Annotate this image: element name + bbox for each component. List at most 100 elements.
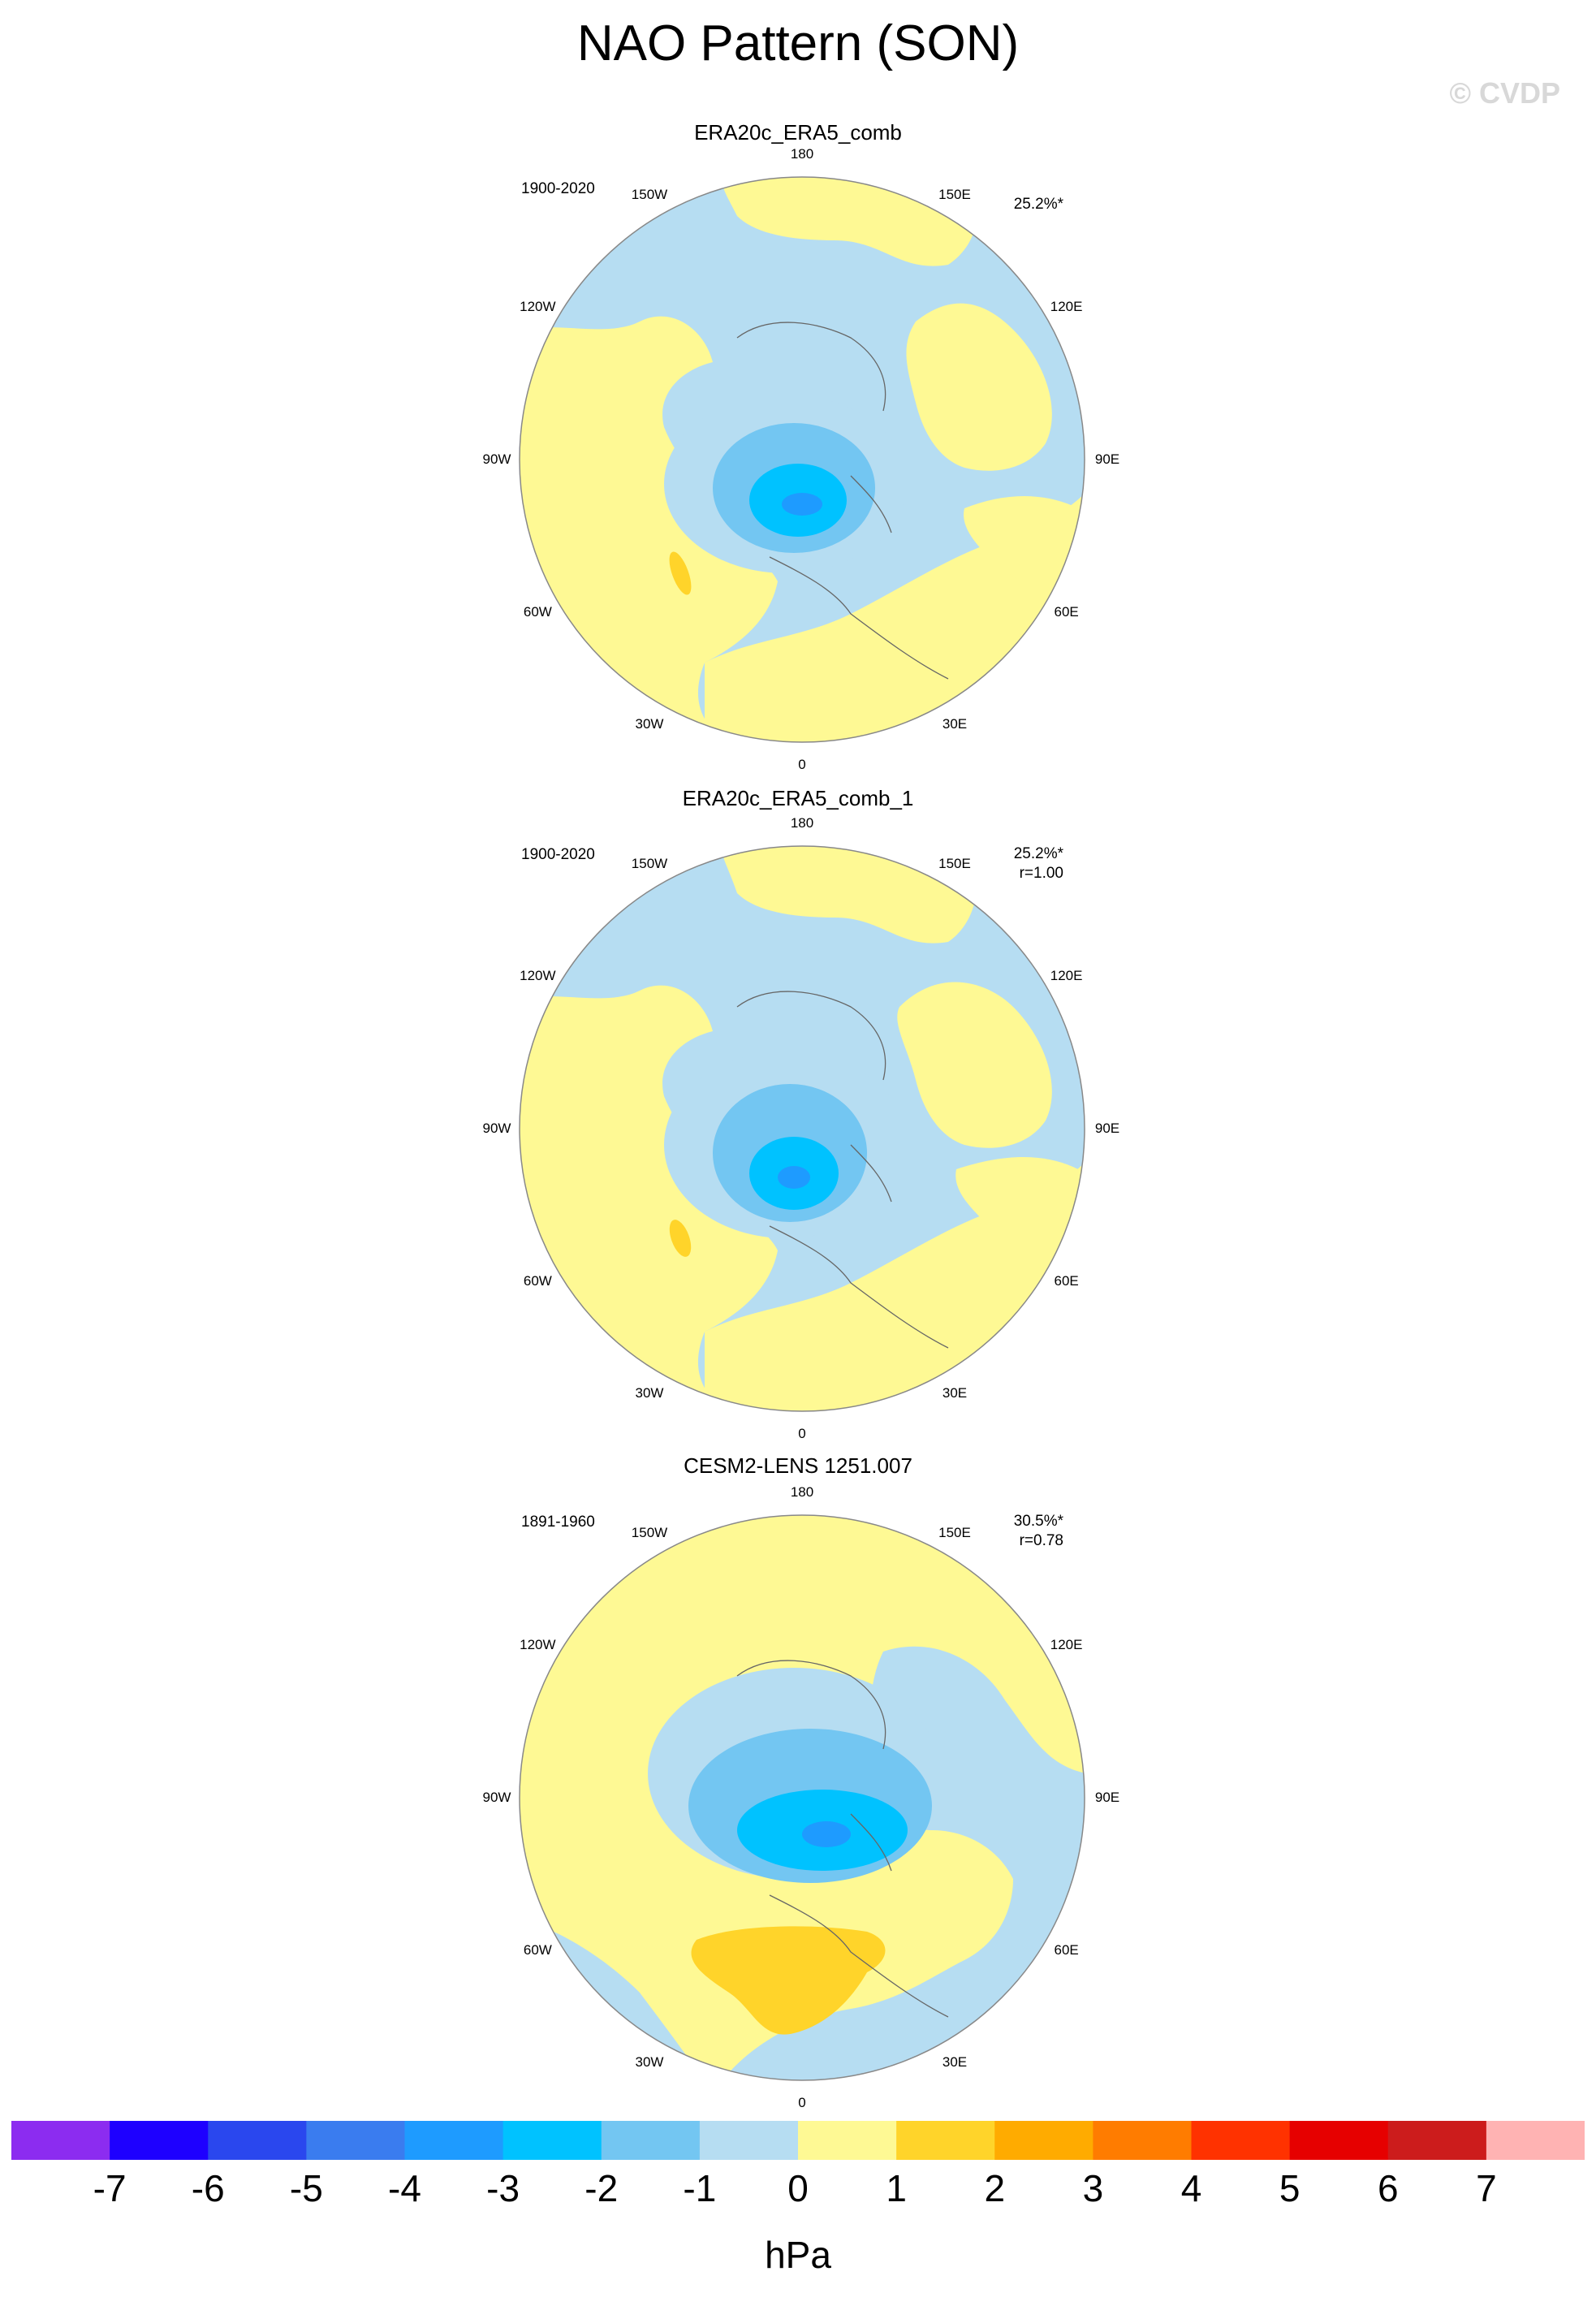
colorbar-box: [1093, 2121, 1193, 2160]
colorbar-box: [994, 2121, 1093, 2160]
colorbar-tick-label: -3: [486, 2167, 520, 2209]
longitude-label: 150E: [938, 1525, 971, 1541]
figure-title: NAO Pattern (SON): [576, 15, 1020, 71]
panel-title: ERA20c_ERA5_comb_1: [682, 786, 914, 810]
colorbar-tick-label: 7: [1476, 2167, 1497, 2209]
colorbar-units: hPa: [765, 2234, 831, 2276]
colorbar-tick-label: 3: [1082, 2167, 1104, 2209]
longitude-label: 150W: [631, 187, 668, 203]
colorbar-box: [11, 2121, 110, 2160]
longitude-label: 30W: [635, 715, 664, 732]
longitude-label: 60W: [523, 1273, 552, 1289]
colorbar-tick-label: -7: [93, 2167, 127, 2209]
negative-anomaly-4: [802, 1821, 851, 1847]
colorbar-box: [1486, 2121, 1585, 2160]
coastlines: [736, 1660, 949, 2018]
positive-anomaly-1: [669, 551, 692, 595]
map-border: [519, 1514, 1085, 2081]
panel-period: 1900-2020: [521, 846, 595, 863]
positive-anomaly-1: [691, 1926, 886, 2035]
longitude-label: 60W: [523, 1942, 552, 1958]
colorbar-box: [1289, 2121, 1389, 2160]
longitude-label: 30E: [942, 1384, 968, 1401]
colorbar-box: [208, 2121, 307, 2160]
longitude-label: 30E: [942, 715, 968, 732]
positive-anomaly-1: [669, 1220, 692, 1257]
colorbar-box: [306, 2121, 406, 2160]
colorbar-tick-label: -4: [388, 2167, 421, 2209]
negative-anomaly-4: [778, 1166, 810, 1189]
panel-variance: 30.5%*: [1013, 1513, 1063, 1530]
longitude-label: 90E: [1094, 451, 1120, 467]
colorbar-tick-label: 5: [1279, 2167, 1301, 2209]
longitude-label: 120E: [1050, 968, 1083, 983]
coastlines: [736, 991, 949, 1349]
colorbar-tick-label: -1: [683, 2167, 717, 2209]
colorbar-box: [110, 2121, 209, 2160]
coastlines: [736, 322, 949, 680]
longitude-label: 120W: [520, 299, 556, 314]
map-border: [519, 176, 1085, 743]
colorbar-tick-label: 6: [1377, 2167, 1399, 2209]
colorbar-box: [503, 2121, 602, 2160]
panel-title: CESM2-LENS 1251.007: [684, 1453, 912, 1478]
land-asia: [897, 982, 1052, 1148]
colorbar-tick-label: 4: [1180, 2167, 1202, 2209]
longitude-label: 120W: [520, 1637, 556, 1652]
longitude-label: 30W: [635, 2053, 664, 2070]
longitude-label: 180: [790, 1484, 814, 1500]
longitude-label: 120E: [1050, 299, 1083, 314]
colorbar-tick-label: 1: [886, 2167, 907, 2209]
longitude-label: 150E: [938, 856, 971, 872]
colorbar-tick-label: -6: [191, 2167, 225, 2209]
map-border: [519, 845, 1085, 1412]
panel-variance: 25.2%*: [1013, 196, 1063, 213]
longitude-label: 0: [798, 2095, 806, 2110]
colorbar-box: [798, 2121, 897, 2160]
ocean-east: [721, 1646, 1085, 2080]
colorbar-tick-label: -2: [584, 2167, 619, 2209]
land-russia-east: [955, 1157, 1085, 1261]
longitude-label: 60E: [1054, 1273, 1079, 1289]
colorbar-box: [1191, 2121, 1291, 2160]
colorbar-box: [699, 2121, 799, 2160]
colorbar-box: [601, 2121, 701, 2160]
colorbar-tick-label: -5: [289, 2167, 323, 2209]
land-asia: [906, 303, 1052, 471]
panel-period: 1900-2020: [521, 180, 595, 197]
longitude-label: 120E: [1050, 1637, 1083, 1652]
panel-correlation: r=1.00: [1019, 865, 1063, 882]
longitude-label: 60W: [523, 604, 552, 620]
longitude-label: 60E: [1054, 1942, 1079, 1958]
panel-period: 1891-1960: [521, 1514, 595, 1531]
polar-map: [519, 845, 1085, 1412]
colorbar: [11, 2121, 1585, 2160]
polar-map: [519, 1514, 1085, 2081]
longitude-label: 150W: [631, 856, 668, 872]
longitude-label: 30E: [942, 2053, 968, 2070]
cvdp-credit: © CVDP: [1449, 76, 1560, 110]
longitude-label: 0: [798, 757, 806, 772]
colorbar-box: [896, 2121, 995, 2160]
colorbar-tick-label: 0: [787, 2167, 809, 2209]
longitude-label: 180: [790, 146, 814, 162]
panel-variance: 25.2%*: [1013, 845, 1063, 862]
longitude-label: 150E: [938, 187, 971, 203]
land-russia-east: [964, 496, 1085, 592]
longitude-label: 90W: [482, 1121, 511, 1136]
colorbar-tick-label: 2: [984, 2167, 1006, 2209]
panel-correlation: r=0.78: [1019, 1532, 1063, 1549]
longitude-label: 120W: [520, 968, 556, 983]
longitude-label: 150W: [631, 1525, 668, 1541]
colorbar-box: [404, 2121, 504, 2160]
longitude-label: 90W: [482, 1790, 511, 1805]
polar-map: [519, 176, 1085, 743]
colorbar-box: [1387, 2121, 1487, 2160]
panel-title: ERA20c_ERA5_comb: [694, 120, 902, 145]
longitude-label: 0: [798, 1426, 806, 1441]
longitude-label: 60E: [1054, 604, 1079, 620]
land-arctic-canada: [520, 350, 600, 427]
longitude-label: 30W: [635, 1384, 664, 1401]
longitude-label: 90W: [482, 451, 511, 467]
longitude-label: 180: [790, 815, 814, 831]
